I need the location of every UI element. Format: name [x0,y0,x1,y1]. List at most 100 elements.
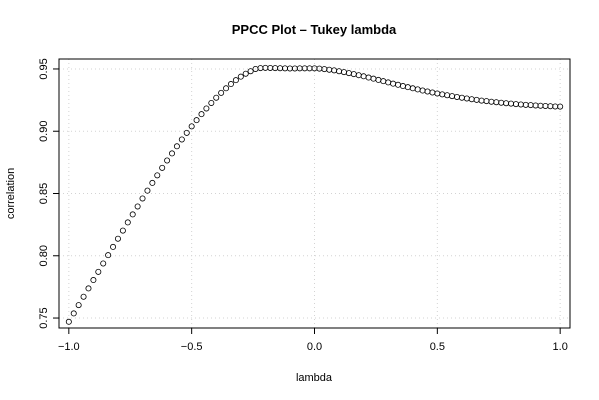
data-point [149,179,156,186]
data-point [237,73,244,80]
y-tick-label: 0.90 [38,121,50,142]
data-point [306,65,313,72]
data-point [350,71,357,78]
data-point [478,97,485,104]
data-point [198,111,205,118]
data-point [498,99,505,106]
data-point [291,65,298,72]
data-point [424,88,431,95]
x-axis-title: lambda [296,372,333,384]
data-point [532,102,539,109]
x-tick-label: 0.5 [430,341,445,353]
data-point [503,100,510,107]
data-point [119,227,126,234]
data-point [404,84,411,91]
data-point [399,83,406,90]
data-point [242,70,249,77]
data-point [223,85,230,92]
y-tick-label: 0.75 [38,307,50,328]
data-points [65,64,564,325]
data-point [449,93,456,100]
data-point [154,172,161,179]
data-point [345,70,352,77]
data-point [164,157,171,164]
data-point [355,72,362,79]
data-point [444,92,451,99]
data-point [85,285,92,292]
data-point [232,77,239,84]
data-point [419,87,426,94]
data-point [272,65,279,72]
data-point [360,73,367,80]
data-point [508,100,515,107]
data-point [178,136,185,143]
data-point [70,310,77,317]
data-point [365,74,372,81]
data-point [385,79,392,86]
data-point [547,103,554,110]
data-point [468,96,475,103]
data-point [453,93,460,100]
data-point [321,66,328,73]
data-point [282,65,289,72]
y-tick-label: 0.95 [38,58,50,79]
data-point [380,78,387,85]
data-point [159,164,166,171]
data-point [208,99,215,106]
data-point [110,243,117,250]
x-tick-label: 0.0 [307,341,322,353]
data-point [262,64,269,71]
data-point [100,260,107,267]
data-point [173,143,180,150]
data-point [95,268,102,275]
data-point [169,150,176,157]
data-point [557,103,564,110]
data-point [463,95,470,102]
data-point [409,85,416,92]
grid-layer [59,59,570,328]
data-point [522,101,529,108]
data-point [458,94,465,101]
data-point [188,123,195,130]
y-tick-label: 0.80 [38,245,50,266]
data-point [124,219,131,226]
data-point [390,80,397,87]
data-point [139,195,146,202]
y-axis: 0.75 0.80 0.85 0.90 0.95 [38,58,60,329]
x-tick-label: 1.0 [553,341,568,353]
data-point [473,96,480,103]
data-point [134,203,141,210]
data-point [542,102,549,109]
data-point [483,98,490,105]
data-point [326,66,333,73]
data-point [90,277,97,284]
data-point [331,67,338,74]
data-point [488,98,495,105]
chart-title: PPCC Plot – Tukey lambda [232,22,397,37]
data-point [129,211,136,218]
data-point [257,65,264,72]
data-point [493,99,500,106]
x-axis: −1.0 −0.5 0.0 0.5 1.0 [58,327,568,353]
data-point [414,86,421,93]
data-point [527,102,534,109]
data-point [193,117,200,124]
data-point [340,69,347,76]
data-point [247,68,254,75]
data-point [395,81,402,88]
data-point [512,101,519,108]
data-point [218,89,225,96]
data-point [439,91,446,98]
y-tick-label: 0.85 [38,183,50,204]
data-point [65,318,72,325]
data-point [429,89,436,96]
data-point [311,65,318,72]
data-point [213,94,220,101]
data-point [183,129,190,136]
data-point [203,105,210,112]
data-point [517,101,524,108]
x-tick-label: −0.5 [181,341,203,353]
data-point [301,65,308,72]
y-axis-title: correlation [5,168,17,219]
data-point [267,64,274,71]
